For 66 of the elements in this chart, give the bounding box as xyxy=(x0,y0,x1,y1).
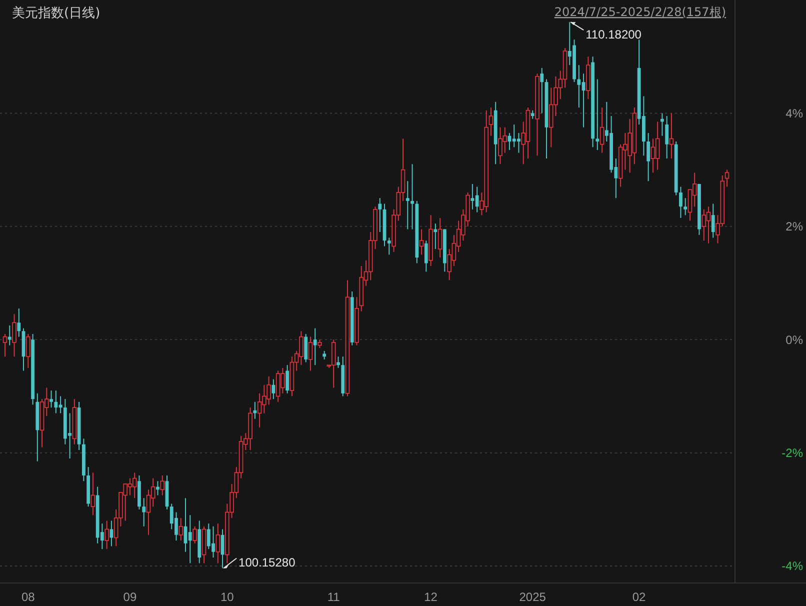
candlestick xyxy=(336,356,340,368)
candlestick xyxy=(272,378,276,400)
candlestick xyxy=(646,132,650,182)
candlestick xyxy=(410,164,414,230)
candlestick xyxy=(488,107,494,136)
annotation: 100.15280 xyxy=(238,555,296,570)
candlestick xyxy=(378,198,382,233)
y-tick-label: -4% xyxy=(782,559,804,574)
candlestick xyxy=(434,223,438,250)
x-tick-label: 08 xyxy=(21,590,36,604)
candlestick xyxy=(54,390,58,414)
candlestick xyxy=(665,116,669,159)
candlestick xyxy=(684,198,688,216)
candlestick xyxy=(724,169,730,188)
candlestick xyxy=(188,514,192,564)
candlestick xyxy=(419,228,424,256)
candlestick xyxy=(286,364,290,394)
x-tick-label: 12 xyxy=(424,590,438,604)
chart-subtitle: 2024/7/25-2025/2/28(157根) xyxy=(554,5,726,19)
candlestick xyxy=(600,107,604,154)
candlestick xyxy=(304,333,308,363)
candlestick xyxy=(12,314,16,358)
candlestick xyxy=(132,472,137,499)
x-tick-label: 11 xyxy=(327,590,340,604)
candlestick xyxy=(253,401,257,420)
y-tick-label: 2% xyxy=(786,220,804,234)
x-tick-label: 10 xyxy=(220,590,234,604)
x-tick-label: 09 xyxy=(123,590,137,604)
candlestick xyxy=(104,520,109,550)
candlestick xyxy=(596,78,600,150)
text: 美元指数(日线) xyxy=(12,5,100,21)
candlestick xyxy=(331,339,336,388)
candlestick xyxy=(711,203,715,238)
candlestick xyxy=(192,526,197,544)
candlestick xyxy=(650,138,656,174)
candlestick xyxy=(702,208,706,242)
candlestick xyxy=(50,390,53,408)
candlestick xyxy=(308,336,313,372)
candlestick xyxy=(156,480,160,496)
candlestick xyxy=(669,112,674,159)
y-tick-label: 4% xyxy=(786,106,804,120)
y-tick-label: -2% xyxy=(782,446,804,460)
annotation: 110.18200 xyxy=(586,27,642,42)
candlestick xyxy=(2,333,8,358)
x-tick-label: 02 xyxy=(632,590,646,604)
candlestick xyxy=(438,217,442,258)
candlestick xyxy=(313,328,317,366)
candlestick xyxy=(216,523,220,564)
candlestick xyxy=(142,498,146,527)
candlestick xyxy=(178,517,184,542)
candlestick xyxy=(90,472,96,516)
candlestick xyxy=(110,520,114,547)
candlestick xyxy=(660,112,664,136)
y-tick-label: 0% xyxy=(786,332,804,347)
candlestick xyxy=(679,186,682,218)
candlestick xyxy=(8,324,12,346)
candlestick xyxy=(26,333,30,368)
candlestick xyxy=(540,67,544,114)
candlestick xyxy=(160,474,165,496)
x-tick-label: 2025 xyxy=(519,590,546,604)
candlestick xyxy=(387,237,391,256)
candlestick xyxy=(577,64,581,108)
candlestick xyxy=(406,180,410,230)
candlestick xyxy=(424,240,428,272)
candlestick xyxy=(655,121,660,170)
candlestick xyxy=(17,308,21,338)
